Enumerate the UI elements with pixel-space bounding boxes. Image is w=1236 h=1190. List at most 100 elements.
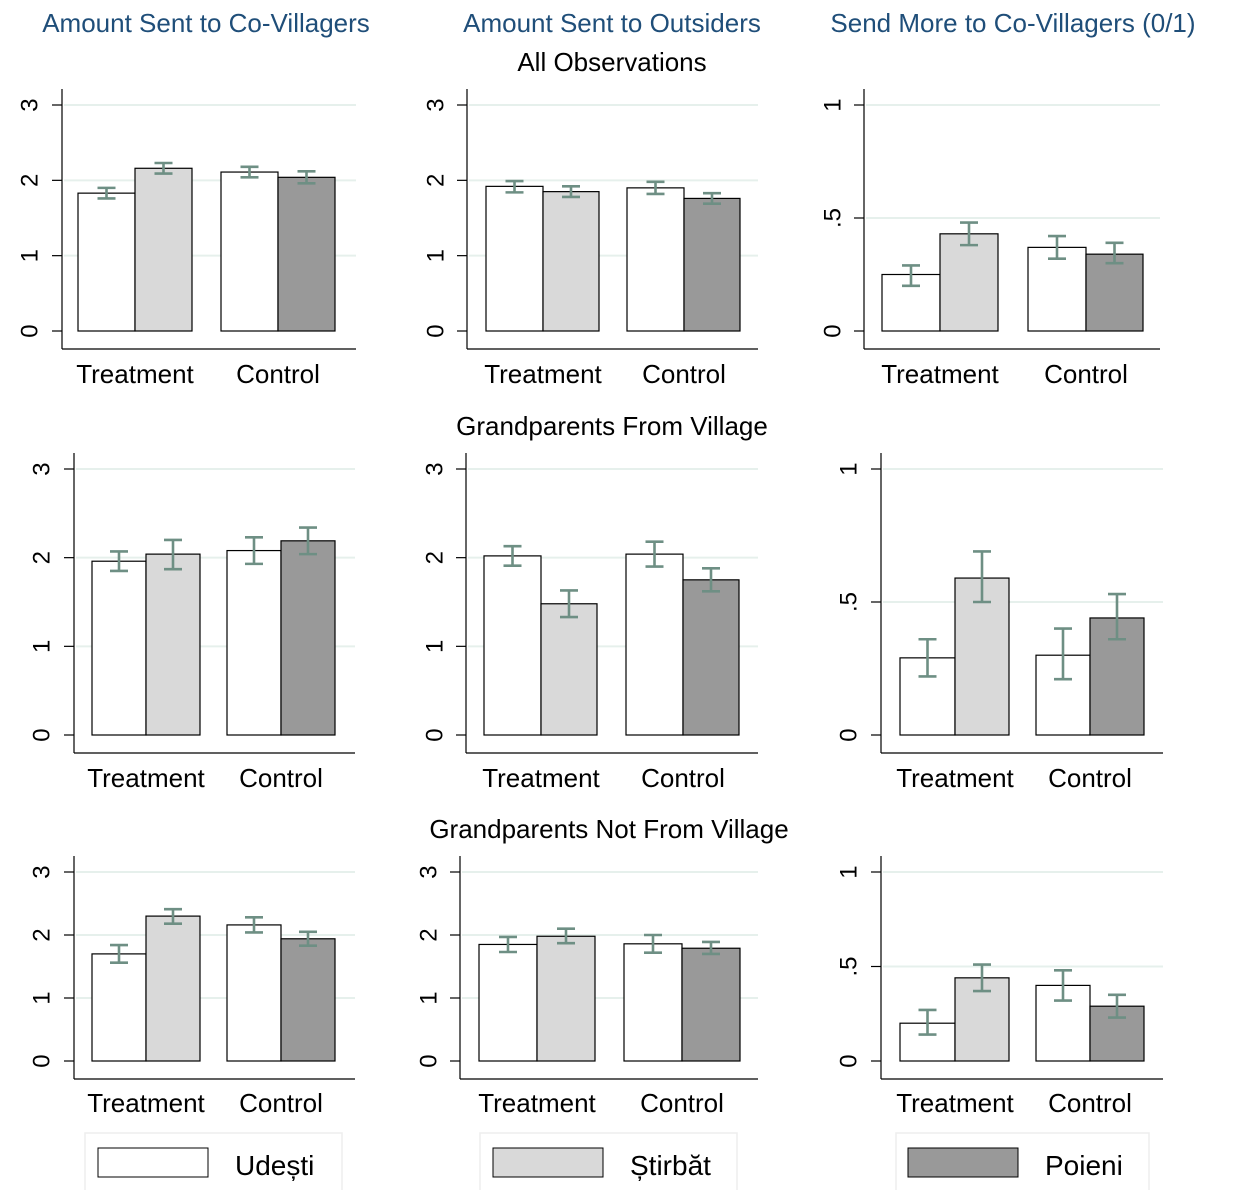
y-tick-label: 0 [836, 728, 863, 741]
legend-box-udesti [84, 1132, 343, 1190]
x-tick-label-treatment: Treatment [482, 763, 600, 793]
y-tick-label: 2 [29, 551, 56, 564]
legend: Udești Știrbăt Poieni [84, 1132, 1150, 1190]
error-bar-stirbat-treatment [557, 927, 575, 945]
error-bar-udesti-treatment [505, 179, 524, 194]
x-tick-label-treatment: Treatment [87, 763, 205, 793]
bar-udesti-control [623, 943, 683, 1062]
legend-label-udesti: Udești [235, 1150, 314, 1181]
bar-stirbat-treatment [540, 603, 598, 736]
x-tick-label-control: Control [236, 359, 320, 389]
bar-poieni-control [1085, 253, 1144, 332]
chart-panel-7: 0 1 2 3 Treatment Control [29, 856, 355, 1118]
bar-poieni-control [277, 176, 336, 332]
y-tick-label: .5 [820, 208, 847, 228]
error-bar-udesti-control [245, 535, 263, 566]
x-tick-label-control: Control [1048, 1088, 1132, 1118]
x-tick-label-treatment: Treatment [896, 763, 1014, 793]
error-bar-udesti-control [1048, 234, 1066, 260]
y-tick-label: 1 [422, 640, 449, 653]
y-tick-label: 1 [423, 249, 450, 262]
error-bar-stirbat-treatment [154, 161, 173, 175]
row-title-3: Grandparents Not From Village [429, 814, 788, 844]
column-title-1: Amount Sent to Co-Villagers [42, 8, 370, 38]
error-bar-udesti-treatment [97, 186, 116, 200]
error-bar-udesti-treatment [110, 550, 128, 573]
y-tick-label: 1 [836, 865, 863, 878]
legend-box-poieni [895, 1132, 1150, 1190]
bar-udesti-treatment [478, 943, 538, 1062]
bar-udesti-treatment [77, 192, 136, 332]
chart-panel-4: 0 1 2 3 Treatment Control [29, 453, 355, 793]
column-title-3: Send More to Co-Villagers (0/1) [830, 8, 1195, 38]
x-tick-label-treatment: Treatment [478, 1088, 596, 1118]
error-bar-udesti-control [644, 933, 662, 954]
chart-panel-2: 0 1 2 3 Treatment Control [423, 89, 758, 389]
x-tick-label-control: Control [1048, 763, 1132, 793]
y-tick-label: 3 [29, 865, 56, 878]
error-bar-udesti-control [1054, 627, 1072, 681]
column-title-2: Amount Sent to Outsiders [463, 8, 761, 38]
error-bar-stirbat-treatment [164, 907, 182, 925]
y-tick-label: 1 [416, 991, 443, 1004]
row-title-1: All Observations [517, 47, 706, 77]
bar-stirbat-treatment [954, 577, 1010, 736]
y-tick-label: 0 [17, 324, 44, 337]
error-bar-stirbat-treatment [560, 589, 578, 619]
error-bar-poieni-control [1108, 993, 1126, 1019]
bar-stirbat-treatment [939, 233, 999, 332]
bar-stirbat-treatment [542, 191, 600, 332]
error-bar-poieni-control [703, 191, 721, 205]
y-tick-label: 3 [422, 462, 449, 475]
bar-stirbat-treatment [145, 915, 201, 1062]
legend-label-poieni: Poieni [1045, 1150, 1123, 1181]
bar-stirbat-treatment [134, 167, 193, 332]
y-tick-label: 3 [423, 98, 450, 111]
chart-panel-8: 0 1 2 3 Treatment Control [416, 856, 758, 1118]
error-bar-poieni-control [1105, 241, 1124, 265]
chart-panel-1: 0 1 2 3 Treatment Control [17, 89, 356, 389]
error-bar-udesti-treatment [499, 935, 517, 954]
y-tick-label: 3 [29, 462, 56, 475]
bar-udesti-control [625, 553, 684, 736]
bar-udesti-control [226, 924, 282, 1062]
error-bar-udesti-treatment [503, 544, 522, 567]
y-tick-label: 2 [422, 551, 449, 564]
error-bar-stirbat-treatment [973, 550, 991, 604]
error-bar-udesti-control [645, 540, 664, 568]
row-title-2: Grandparents From Village [456, 411, 768, 441]
x-tick-label-treatment: Treatment [76, 359, 194, 389]
panels: 0 1 2 3 Treatment Control 0 1 2 3 Treatment Control… [17, 89, 1163, 1118]
y-tick-label: 2 [17, 174, 44, 187]
bar-udesti-treatment [91, 560, 147, 736]
y-tick-label: 1 [29, 640, 56, 653]
y-tick-label: 1 [29, 991, 56, 1004]
error-bar-stirbat-treatment [562, 185, 580, 199]
bar-poieni-control [681, 947, 741, 1062]
legend-label-stirbat: Știrbăt [630, 1150, 711, 1181]
error-bar-stirbat-treatment [164, 538, 182, 571]
error-bar-poieni-control [702, 567, 720, 593]
x-tick-label-control: Control [1044, 359, 1128, 389]
y-tick-label: 0 [416, 1054, 443, 1067]
y-tick-label: 2 [416, 928, 443, 941]
y-tick-label: 1 [17, 249, 44, 262]
y-tick-label: 3 [416, 865, 443, 878]
bar-stirbat-treatment [536, 935, 596, 1062]
error-bar-udesti-control [646, 180, 665, 196]
bar-udesti-treatment [483, 555, 542, 736]
error-bar-udesti-control [1054, 968, 1072, 1002]
legend-swatch-udesti [97, 1147, 209, 1178]
error-bar-udesti-treatment [902, 264, 920, 288]
bar-udesti-control [226, 549, 282, 736]
y-tick-label: 0 [820, 324, 847, 337]
y-tick-label: 2 [423, 174, 450, 187]
chart-panel-5: 0 1 2 3 Treatment Control [422, 453, 758, 793]
bar-poieni-control [280, 938, 336, 1062]
legend-box-stirbat [479, 1132, 738, 1190]
y-tick-label: 1 [820, 98, 847, 111]
error-bar-udesti-treatment [110, 943, 128, 965]
x-tick-label-treatment: Treatment [896, 1088, 1014, 1118]
x-tick-label-control: Control [239, 763, 323, 793]
